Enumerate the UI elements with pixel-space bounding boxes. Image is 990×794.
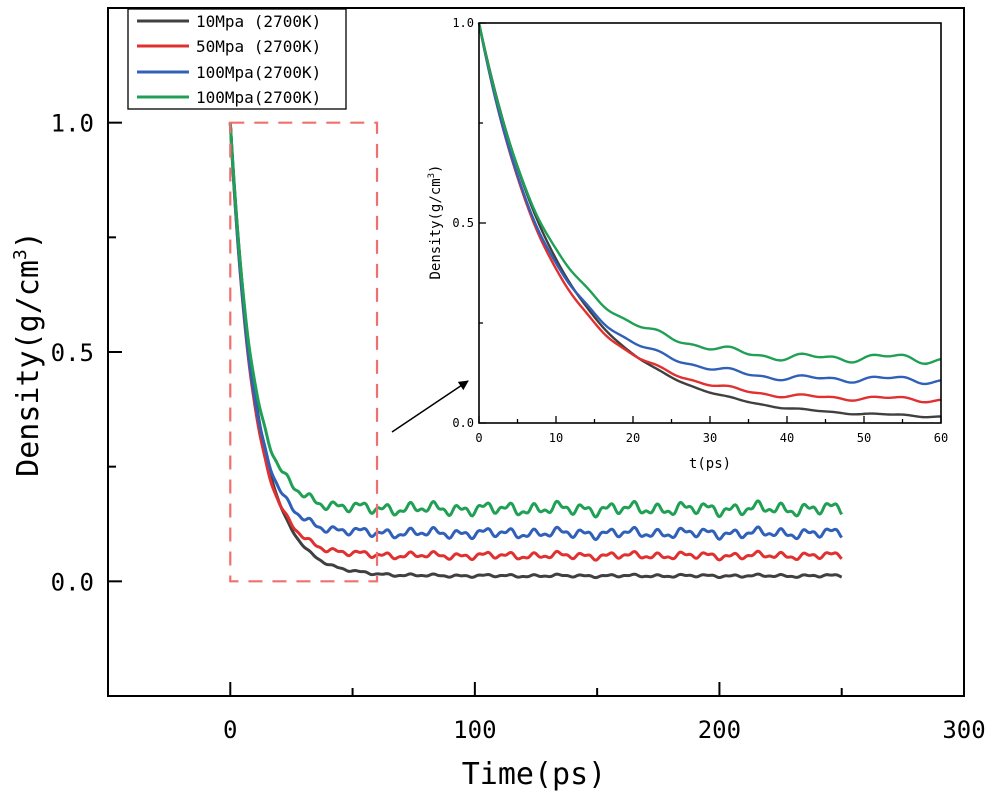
inset-x-tick-label: 40: [780, 431, 794, 445]
inset-series-group: [477, 22, 942, 419]
inset-y-axis-title-base: Density(g/cm: [428, 178, 444, 279]
series-line-2: [228, 122, 843, 542]
inset-x-tick-label: 30: [703, 431, 717, 445]
legend-label-10mpa: 10Mpa (2700K): [196, 12, 321, 31]
x-tick-label: 300: [942, 716, 985, 744]
inset-x-tick-label: 50: [857, 431, 871, 445]
zoom-arrow: [391, 380, 469, 433]
y-axis-title-base: Density(g/cm: [11, 260, 46, 477]
main-series-group: [228, 122, 844, 580]
series-line-0: [228, 122, 843, 580]
inset-series-line-1: [477, 22, 942, 404]
inset-background: [479, 23, 941, 423]
y-axis-title-close: ): [11, 231, 46, 249]
inset-y-axis-title-sup: 3: [427, 173, 437, 178]
inset-series-line-0: [477, 22, 942, 419]
legend: 10Mpa (2700K) 50Mpa (2700K) 100Mpa(2700K…: [127, 8, 347, 110]
zoom-region-box: [229, 121, 379, 583]
x-axis-title: Time(ps): [462, 757, 607, 792]
inset-axis-ticks: 0 10 20 30 40 50 60 0.0 0.5 1.0: [452, 16, 948, 445]
y-axis-title-sup: 3: [10, 249, 31, 260]
inset-series-line-2: [477, 22, 942, 386]
inset-y-axis-title-close: ): [428, 164, 444, 172]
y-axis-title: Density(g/cm3): [10, 231, 46, 477]
y-tick-label: 1.0: [51, 110, 94, 138]
x-tick-label: 100: [453, 716, 496, 744]
series-line-3: [228, 122, 844, 519]
inset-y-tick-label: 0.5: [452, 216, 474, 230]
legend-label-100mpa-blue: 100Mpa(2700K): [196, 63, 321, 82]
inset-y-axis-title: Density(g/cm3): [427, 164, 444, 279]
inset-series-line-3: [477, 22, 942, 365]
x-tick-label: 200: [698, 716, 741, 744]
inset-x-tick-label: 20: [626, 431, 640, 445]
legend-label-50mpa: 50Mpa (2700K): [196, 37, 321, 56]
inset-x-tick-label: 10: [549, 431, 563, 445]
legend-label-100mpa-green: 100Mpa(2700K): [196, 88, 321, 107]
inset-x-tick-label: 60: [934, 431, 948, 445]
y-tick-label: 0.5: [51, 339, 94, 367]
inset-x-axis-title: t(ps): [689, 456, 731, 472]
inset-y-tick-label: 0.0: [452, 416, 474, 430]
y-tick-label: 0.0: [51, 568, 94, 596]
inset-x-tick-label: 0: [475, 431, 482, 445]
legend-box: [127, 8, 347, 110]
x-tick-label: 0: [223, 716, 237, 744]
inset-y-tick-label: 1.0: [452, 16, 474, 30]
series-line-1: [228, 122, 843, 562]
